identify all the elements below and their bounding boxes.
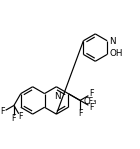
Text: F: F	[90, 103, 94, 112]
Text: F: F	[78, 109, 82, 118]
Text: F: F	[18, 112, 23, 121]
Text: F: F	[12, 114, 16, 123]
Text: OH: OH	[109, 49, 123, 58]
Text: F: F	[0, 107, 5, 117]
Text: CF₃: CF₃	[83, 97, 96, 106]
Text: N: N	[109, 37, 116, 46]
Text: F: F	[90, 89, 94, 98]
Text: N: N	[54, 92, 61, 101]
